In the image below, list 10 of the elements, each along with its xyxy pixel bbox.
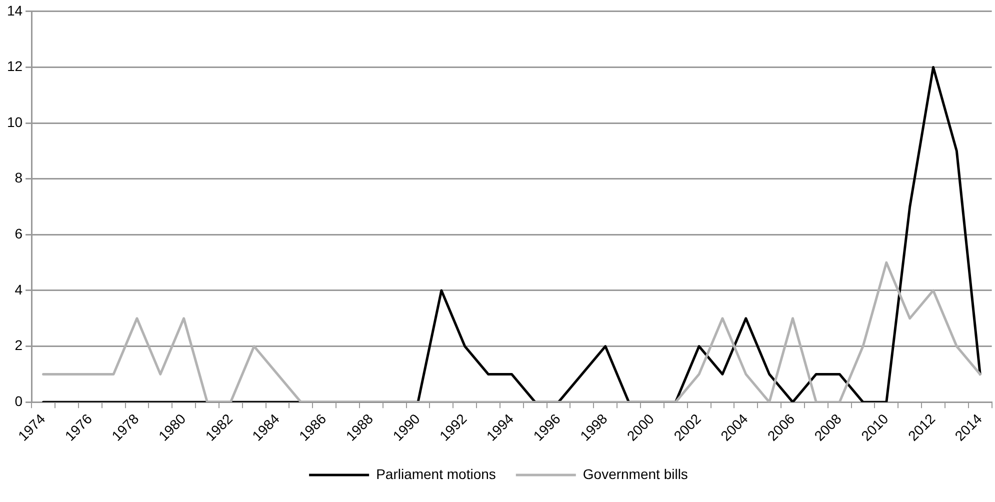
y-tick-label: 0 xyxy=(14,392,23,409)
y-tick-label: 8 xyxy=(14,170,23,186)
legend-label: Parliament motions xyxy=(376,466,496,482)
y-tick-label: 14 xyxy=(6,2,23,18)
y-tick-label: 2 xyxy=(14,337,23,354)
legend-label: Government bills xyxy=(582,466,688,482)
y-tick-label: 12 xyxy=(6,58,23,74)
y-tick-label: 6 xyxy=(14,226,23,242)
y-tick-label: 4 xyxy=(14,281,23,298)
y-tick-label: 10 xyxy=(6,114,23,130)
